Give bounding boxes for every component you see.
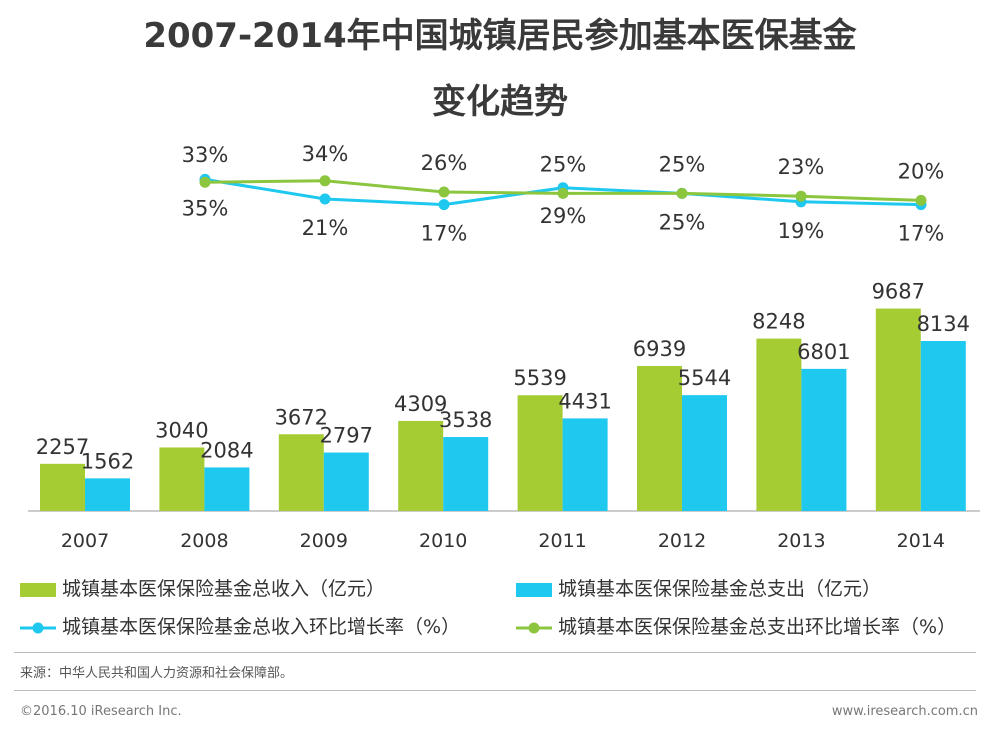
legend-swatch-income [20,582,56,597]
x-tick-2007: 2007 [61,530,109,552]
label-income-growth-2014: 17% [898,222,945,246]
label-expense-growth-2009: 34% [302,142,349,166]
legend-label-income-growth: 城镇基本医保保险基金总收入环比增长率（%） [62,616,461,638]
label-income-growth-2012: 25% [659,210,706,234]
bar-expense-2007 [85,478,130,511]
label-expense-2008: 2084 [200,438,253,462]
label-expense-2014: 8134 [917,312,970,336]
x-tick-2011: 2011 [538,530,586,552]
bar-income-2014 [875,308,921,511]
x-tick-2010: 2010 [419,530,467,552]
bar-expense-2009 [323,452,369,511]
label-expense-2013: 6801 [797,340,850,364]
label-expense-2010: 3538 [439,408,492,432]
legend-expense-growth: 城镇基本医保保险基金总支出环比增长率（%） [516,612,956,639]
divider-bottom [14,690,976,691]
label-income-2014: 9687 [872,280,925,304]
point-expense-growth-2013 [795,190,807,202]
chart-title-line2: 变化趋势 [432,82,568,122]
point-expense-growth-2011 [557,187,569,199]
point-expense-growth-2009 [319,175,331,187]
label-income-2007: 2257 [36,435,89,459]
bar-income-2011 [517,395,563,511]
label-expense-2009: 2797 [320,424,373,448]
source-note: 来源：中华人民共和国人力资源和社会保障部。 [20,666,294,681]
label-expense-growth-2014: 20% [898,159,945,183]
label-income-2008: 3040 [155,418,208,442]
point-expense-growth-2012 [676,187,688,199]
label-expense-growth-2013: 23% [778,155,825,179]
legend-swatch-expense [516,582,552,597]
x-tick-2009: 2009 [300,530,348,552]
legend-line-income-growth [20,622,56,633]
legend-line-expense-growth [516,622,552,633]
point-expense-growth-2014 [915,194,927,206]
bar-expense-2008 [204,467,250,511]
bar-expense-2012 [682,395,727,511]
bar-income-2010 [398,420,444,511]
legend-income-bars: 城镇基本医保保险基金总收入（亿元） [20,574,385,601]
label-income-growth-2013: 19% [778,219,825,243]
legend-label-income: 城镇基本医保保险基金总收入（亿元） [62,578,386,600]
label-income-2009: 3672 [275,405,328,429]
bar-income-2008 [159,447,205,511]
label-income-growth-2010: 17% [421,222,468,246]
website: www.iresearch.com.cn [831,704,978,719]
legend-label-expense-growth: 城镇基本医保保险基金总支出环比增长率（%） [558,616,957,638]
x-tick-2012: 2012 [658,530,706,552]
bar-income-2012 [637,365,682,511]
bar-expense-2013 [801,368,847,511]
divider-top [14,652,976,653]
bar-income-2007 [40,463,85,511]
label-income-2013: 8248 [752,310,805,334]
bar-expense-2010 [443,437,489,511]
label-income-growth-2009: 21% [302,216,349,240]
label-income-growth-2008: 35% [182,196,229,220]
legend-income-growth: 城镇基本医保保险基金总收入环比增长率（%） [20,612,460,639]
label-income-2011: 5539 [513,366,566,390]
point-expense-growth-2010 [438,186,450,198]
x-tick-2014: 2014 [897,530,945,552]
bar-income-2009 [278,434,324,511]
label-expense-2007: 1562 [81,449,134,473]
bar-expense-2011 [562,418,608,511]
point-income-growth-2010 [438,199,450,211]
label-expense-growth-2010: 26% [421,151,468,175]
label-income-2010: 4309 [394,392,447,416]
label-expense-2011: 4431 [558,389,611,413]
chart-title-line1: 2007-2014年中国城镇居民参加基本医保基金 [143,16,857,56]
bar-expense-2014 [920,340,966,511]
point-income-growth-2009 [319,193,331,205]
legend-expense-bars: 城镇基本医保保险基金总支出（亿元） [516,574,881,601]
point-expense-growth-2008 [199,176,211,188]
legend-label-expense: 城镇基本医保保险基金总支出（亿元） [558,578,882,600]
x-tick-2013: 2013 [777,530,825,552]
label-expense-2012: 5544 [678,366,731,390]
label-expense-growth-2012: 25% [659,152,706,176]
label-expense-growth-2011: 25% [540,152,587,176]
bar-income-2013 [756,338,802,511]
label-expense-growth-2008: 33% [182,143,229,167]
x-tick-2008: 2008 [180,530,228,552]
label-income-growth-2011: 29% [540,204,587,228]
label-income-2012: 6939 [633,337,686,361]
copyright: ©2016.10 iResearch Inc. [20,704,182,719]
